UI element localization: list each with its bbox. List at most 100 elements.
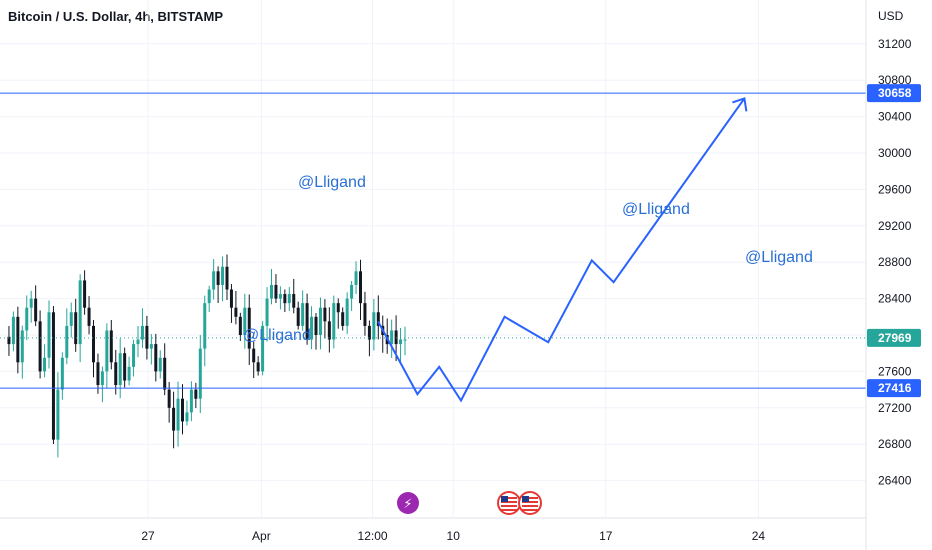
candle-body <box>207 289 211 304</box>
horizontal-levels <box>0 92 866 389</box>
candle-body <box>367 325 371 340</box>
candle-body <box>292 294 296 308</box>
level-badge <box>867 84 921 103</box>
candle-body <box>363 303 367 326</box>
candle-body <box>163 357 167 390</box>
candle-body <box>47 312 51 358</box>
candle-body <box>265 298 269 326</box>
candle-body <box>7 336 11 345</box>
candle-body <box>181 398 184 422</box>
candle-body <box>243 307 247 335</box>
time-axis: 27 Apr 12:00 10 17 24 <box>0 517 866 543</box>
candle-body <box>145 325 149 349</box>
lightning-event-icon <box>397 492 419 514</box>
candle-body <box>234 307 238 317</box>
price-tick-label: 26400 <box>878 474 912 488</box>
candle-body <box>87 307 91 326</box>
candle-body <box>283 294 287 304</box>
candle-body <box>301 303 305 326</box>
watermark-text: @Lligand <box>622 201 690 218</box>
price-tick-label: 31200 <box>878 37 912 51</box>
price-tick-label: 29600 <box>878 182 912 196</box>
watermarks: @Lligand @Lligand @Lligand @Lligand <box>243 174 813 344</box>
candle-body <box>359 271 362 304</box>
candle-body <box>345 298 349 326</box>
candle-body <box>60 357 64 390</box>
candle-body <box>83 280 87 308</box>
candle-body <box>154 344 158 372</box>
watermark-text: @Lligand <box>243 327 311 344</box>
flag-stripe <box>522 509 538 511</box>
candle-body <box>69 312 73 326</box>
candle-body <box>256 362 260 372</box>
candle-body <box>198 348 202 399</box>
current-price-label: 27969 <box>878 331 912 345</box>
candle-body <box>114 362 118 386</box>
candle-body <box>376 312 380 326</box>
candle-body <box>136 339 140 345</box>
price-tick-label: 28800 <box>878 255 912 269</box>
projection-line <box>377 97 746 403</box>
candle-body <box>65 325 69 358</box>
candle-body <box>332 303 336 340</box>
flag-stripe <box>522 497 538 499</box>
price-tick-label: 26800 <box>878 437 912 451</box>
candle-body <box>185 412 189 422</box>
candle-body <box>100 371 104 386</box>
candle-body <box>221 266 225 285</box>
flag-stripe <box>522 501 538 503</box>
price-tick-label: 30000 <box>878 146 912 160</box>
projection-path <box>377 97 748 403</box>
candle-body <box>203 303 207 349</box>
candle-body <box>216 271 220 285</box>
flag-stripe <box>501 505 517 507</box>
grid-lines <box>0 0 866 518</box>
event-markers: ⚡ <box>397 491 542 515</box>
candle-body <box>305 303 309 340</box>
candle-body <box>78 280 82 345</box>
time-tick-label: 17 <box>599 529 613 543</box>
time-tick-label: Apr <box>252 529 271 543</box>
watermark-text: @Lligand <box>298 174 366 191</box>
price-tick-label: 27600 <box>878 364 912 378</box>
candle-body <box>109 330 113 363</box>
candle-body <box>132 344 136 367</box>
candle-body <box>51 312 55 440</box>
flag-canton <box>522 496 529 502</box>
candle-body <box>167 389 171 408</box>
candle-body <box>314 316 318 335</box>
candle-body <box>318 307 322 335</box>
candle-body <box>105 330 109 372</box>
candle-body <box>118 353 122 386</box>
candle-body <box>394 330 398 345</box>
candle-body <box>176 398 180 431</box>
candle-body <box>127 366 131 381</box>
candle-body <box>225 266 229 290</box>
candle-body <box>34 298 38 322</box>
candle-body <box>327 321 331 340</box>
time-tick-label: 24 <box>752 529 766 543</box>
candle-body <box>390 330 394 345</box>
candle-body <box>123 353 127 381</box>
candle-body <box>310 316 314 340</box>
candle-body <box>399 339 403 345</box>
candle-body <box>96 362 100 386</box>
chart-title: Bitcoin / U.S. Dollar, 4h, BITSTAMP <box>8 9 224 24</box>
candle-body <box>172 407 176 431</box>
candle-body <box>341 312 345 326</box>
candle-body <box>20 330 24 363</box>
candle-body <box>270 284 273 299</box>
time-tick-label: 27 <box>141 529 155 543</box>
time-tick-label: 10 <box>447 529 461 543</box>
candle-body <box>350 284 354 299</box>
level-badge <box>867 379 921 398</box>
price-tick-label: 28400 <box>878 292 912 306</box>
flag-canton <box>501 496 508 502</box>
candle-body <box>16 316 20 363</box>
projection-arrowhead <box>732 97 748 112</box>
candle-body <box>38 321 42 372</box>
candle-body <box>274 284 278 299</box>
flag-stripe <box>501 509 517 511</box>
candle-body <box>323 307 327 322</box>
